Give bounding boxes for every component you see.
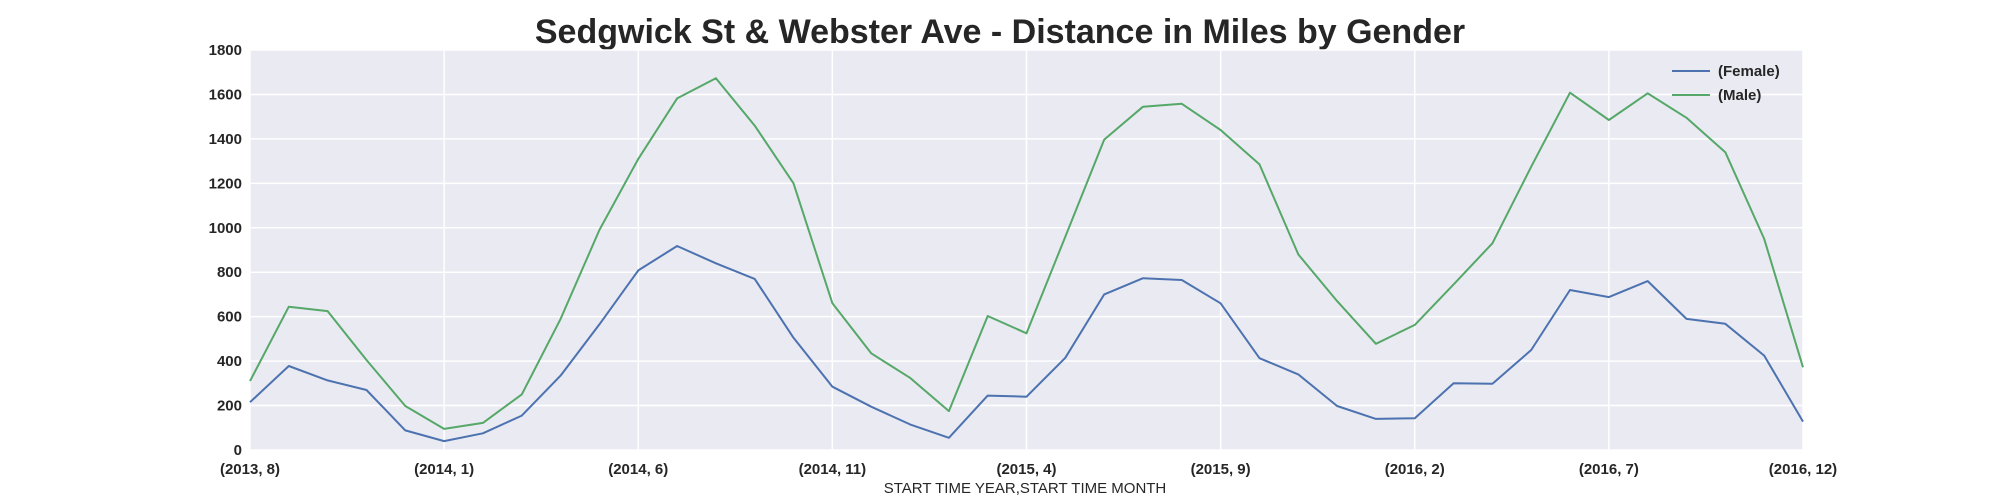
- chart-title: Sedgwick St & Webster Ave - Distance in …: [535, 13, 1465, 51]
- y-tick-label: 1400: [209, 131, 242, 148]
- x-tick-label: (2016, 2): [1385, 461, 1445, 478]
- x-axis-label: START TIME YEAR,START TIME MONTH: [884, 480, 1167, 497]
- legend: (Female) (Male): [1672, 63, 1780, 104]
- y-tick-label: 1600: [209, 86, 242, 103]
- x-tick-label: (2015, 4): [996, 461, 1056, 478]
- x-tick-label: (2014, 11): [799, 461, 867, 478]
- grid-lines: [249, 49, 1804, 451]
- y-axis-ticks: 0 200 400 600 800 1000 1200 1400 1600 1800: [209, 42, 242, 459]
- series-line-male: [249, 77, 1804, 430]
- y-tick-label: 400: [217, 353, 242, 370]
- y-tick-label: 1800: [209, 42, 242, 59]
- x-tick-label: (2014, 6): [608, 461, 668, 478]
- x-tick-label: (2016, 7): [1579, 461, 1639, 478]
- y-tick-label: 600: [217, 309, 242, 326]
- x-tick-label: (2015, 9): [1191, 461, 1251, 478]
- legend-label: (Male): [1718, 87, 1761, 104]
- y-tick-label: 200: [217, 398, 242, 415]
- legend-label: (Female): [1718, 63, 1780, 80]
- y-tick-label: 800: [217, 264, 242, 281]
- x-tick-label: (2016, 12): [1769, 461, 1837, 478]
- x-tick-label: (2013, 8): [220, 461, 280, 478]
- series-lines: [249, 77, 1804, 443]
- series-line-female: [249, 245, 1804, 443]
- y-tick-label: 0: [234, 442, 242, 459]
- y-tick-label: 1200: [209, 175, 242, 192]
- y-tick-label: 1000: [209, 220, 242, 237]
- x-tick-label: (2014, 1): [414, 461, 474, 478]
- x-axis-ticks: (2013, 8) (2014, 1) (2014, 6) (2014, 11) (20…: [220, 461, 1837, 478]
